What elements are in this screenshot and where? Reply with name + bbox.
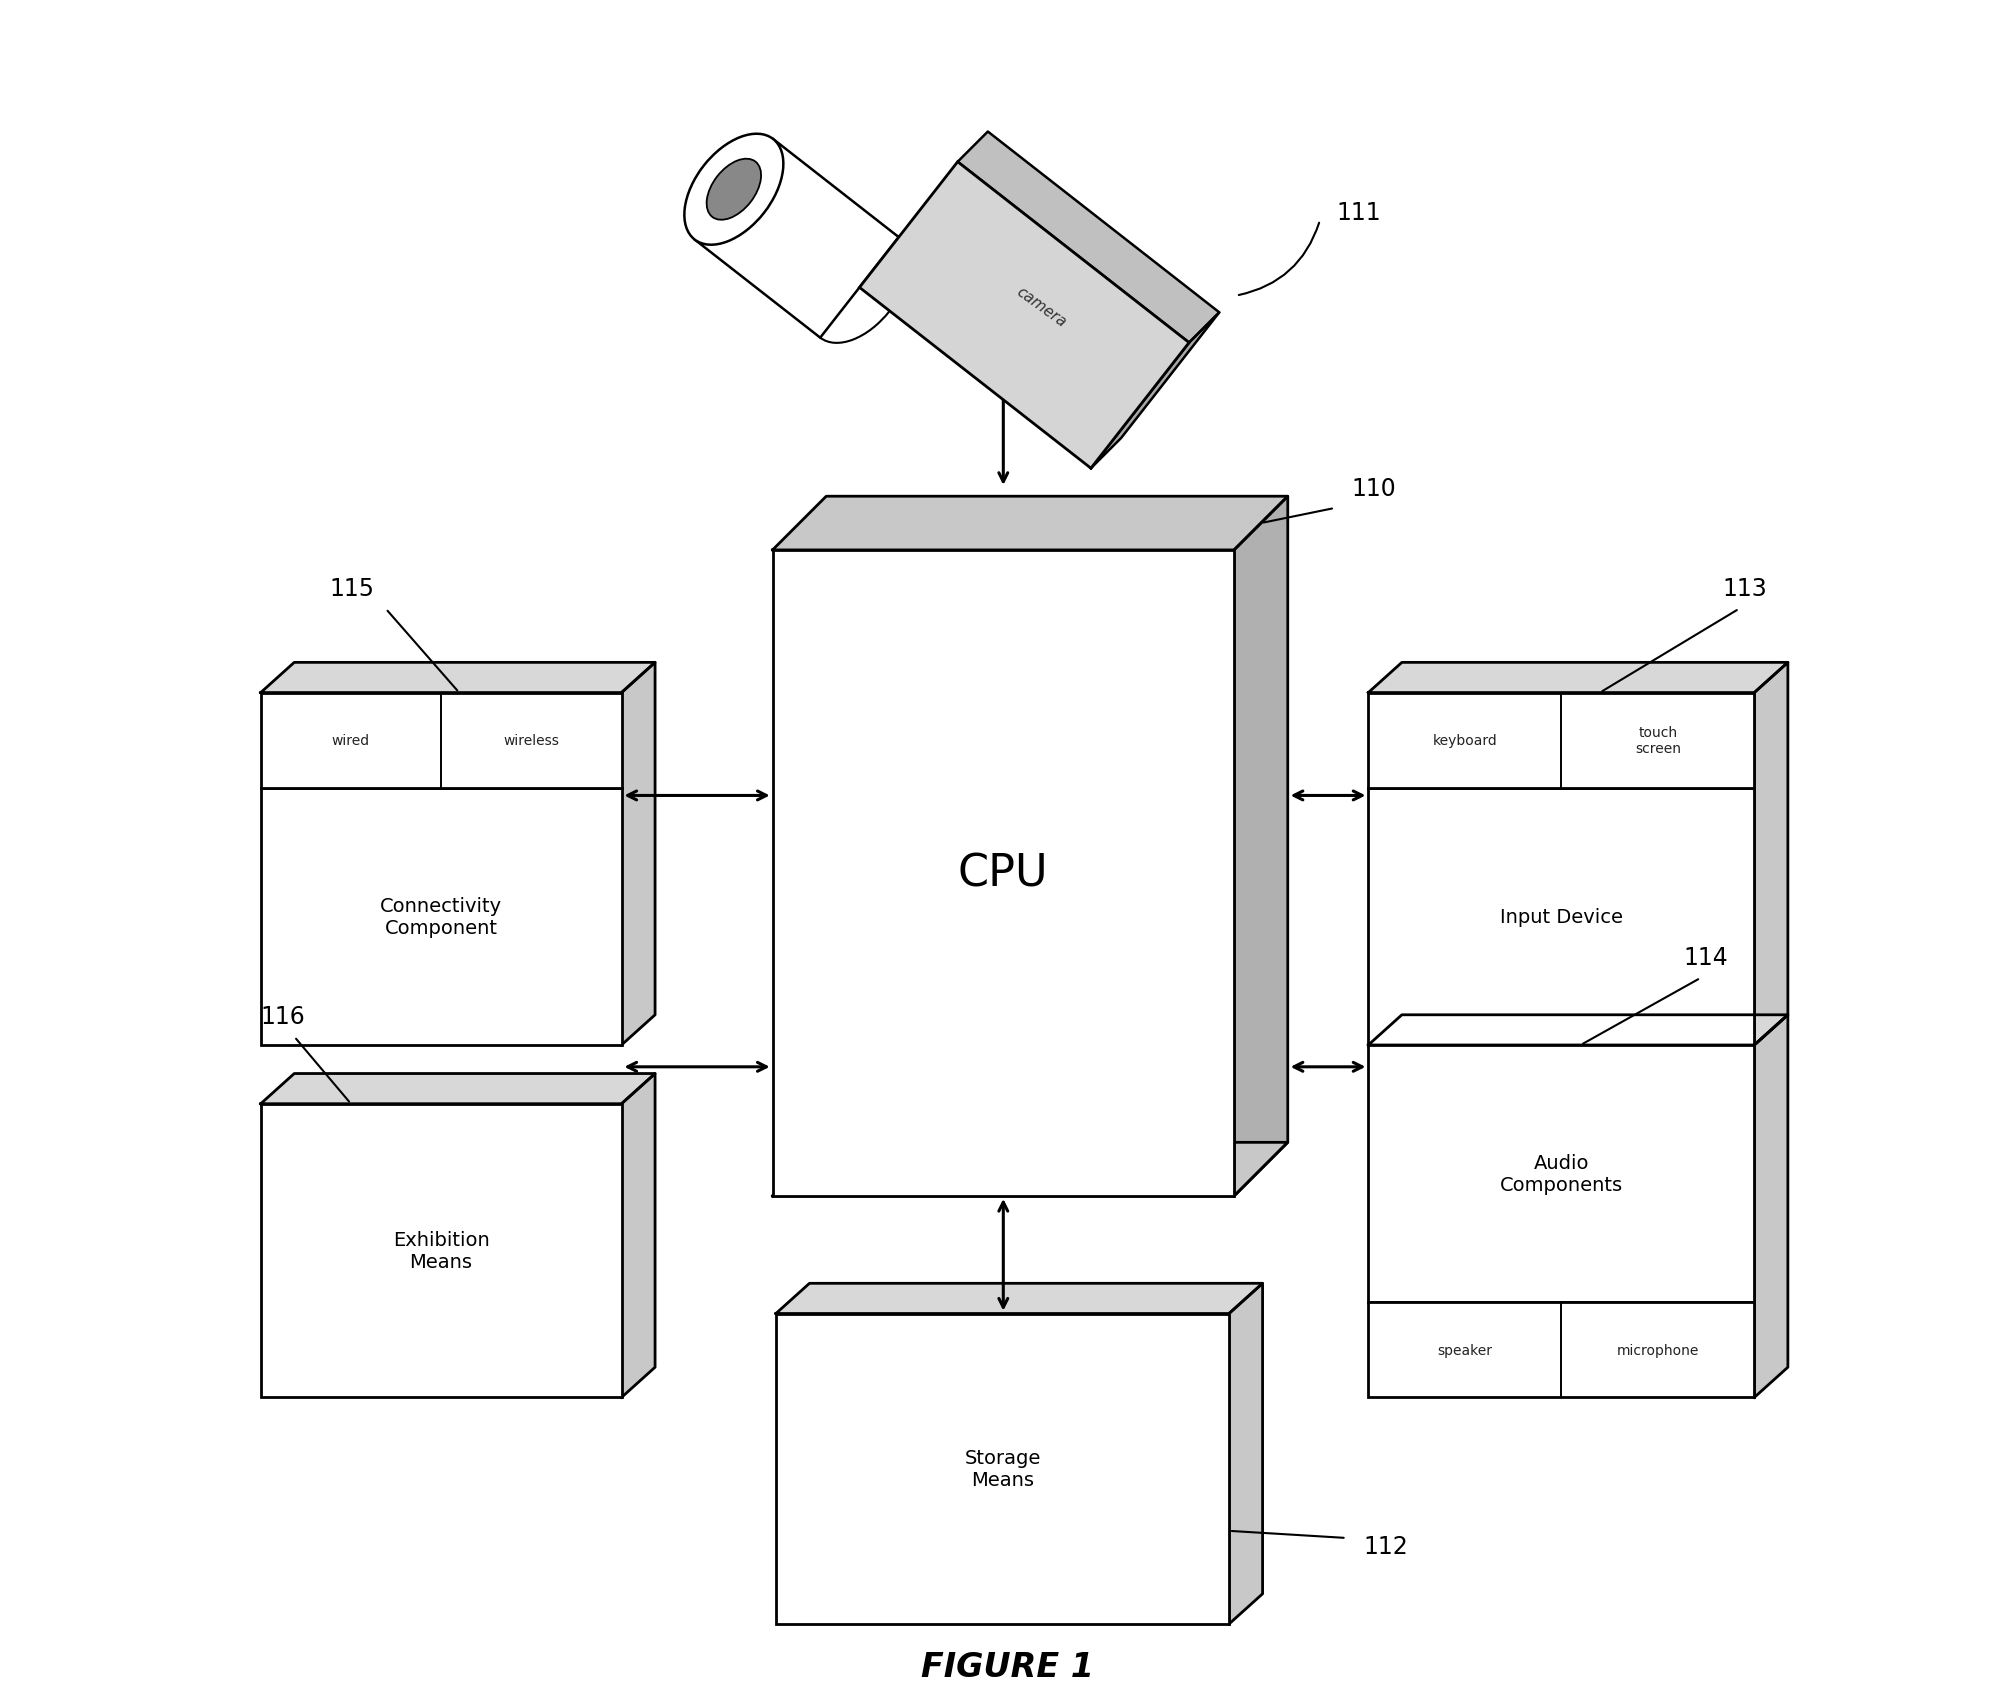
Bar bbox=[771, 551, 1233, 1197]
Text: Connectivity
Component: Connectivity Component bbox=[381, 897, 501, 938]
Text: Storage
Means: Storage Means bbox=[965, 1448, 1039, 1490]
Text: 116: 116 bbox=[260, 1004, 306, 1028]
Text: wireless: wireless bbox=[504, 733, 560, 748]
Bar bbox=[1368, 694, 1754, 788]
Ellipse shape bbox=[810, 234, 908, 344]
Polygon shape bbox=[620, 663, 655, 1045]
Text: microphone: microphone bbox=[1615, 1344, 1698, 1357]
Polygon shape bbox=[1368, 1014, 1786, 1045]
Text: CPU: CPU bbox=[957, 852, 1047, 895]
Text: touch
screen: touch screen bbox=[1633, 726, 1680, 755]
Bar bbox=[775, 1315, 1229, 1625]
Polygon shape bbox=[771, 1142, 1287, 1197]
Bar bbox=[260, 1105, 620, 1398]
Text: 114: 114 bbox=[1684, 946, 1728, 970]
Text: 112: 112 bbox=[1363, 1534, 1408, 1558]
Ellipse shape bbox=[707, 160, 761, 220]
Polygon shape bbox=[771, 496, 1287, 551]
Polygon shape bbox=[860, 162, 1188, 469]
Polygon shape bbox=[1233, 496, 1287, 1197]
Text: keyboard: keyboard bbox=[1432, 733, 1496, 748]
Bar bbox=[260, 694, 620, 788]
Bar bbox=[260, 788, 620, 1045]
Polygon shape bbox=[1229, 1284, 1263, 1625]
Polygon shape bbox=[957, 133, 1218, 343]
Text: speaker: speaker bbox=[1436, 1344, 1492, 1357]
Bar bbox=[1368, 1045, 1754, 1303]
Polygon shape bbox=[775, 1284, 1263, 1315]
Text: 115: 115 bbox=[330, 576, 375, 600]
Text: 110: 110 bbox=[1351, 476, 1396, 500]
Polygon shape bbox=[620, 1074, 655, 1398]
Polygon shape bbox=[1368, 663, 1786, 694]
Polygon shape bbox=[1090, 314, 1218, 469]
Text: Exhibition
Means: Exhibition Means bbox=[393, 1231, 489, 1272]
Text: wired: wired bbox=[332, 733, 371, 748]
Polygon shape bbox=[1754, 663, 1786, 1045]
Polygon shape bbox=[1754, 1014, 1786, 1398]
Text: Input Device: Input Device bbox=[1498, 907, 1621, 926]
Bar bbox=[1368, 788, 1754, 1045]
Ellipse shape bbox=[685, 135, 783, 246]
Polygon shape bbox=[695, 140, 898, 338]
Bar bbox=[1368, 1303, 1754, 1398]
Text: camera: camera bbox=[1013, 285, 1067, 331]
Text: 111: 111 bbox=[1335, 201, 1382, 225]
Polygon shape bbox=[260, 663, 655, 694]
Text: 113: 113 bbox=[1722, 576, 1766, 600]
Polygon shape bbox=[260, 1074, 655, 1105]
Text: FIGURE 1: FIGURE 1 bbox=[920, 1650, 1094, 1683]
Text: Audio
Components: Audio Components bbox=[1498, 1154, 1621, 1195]
